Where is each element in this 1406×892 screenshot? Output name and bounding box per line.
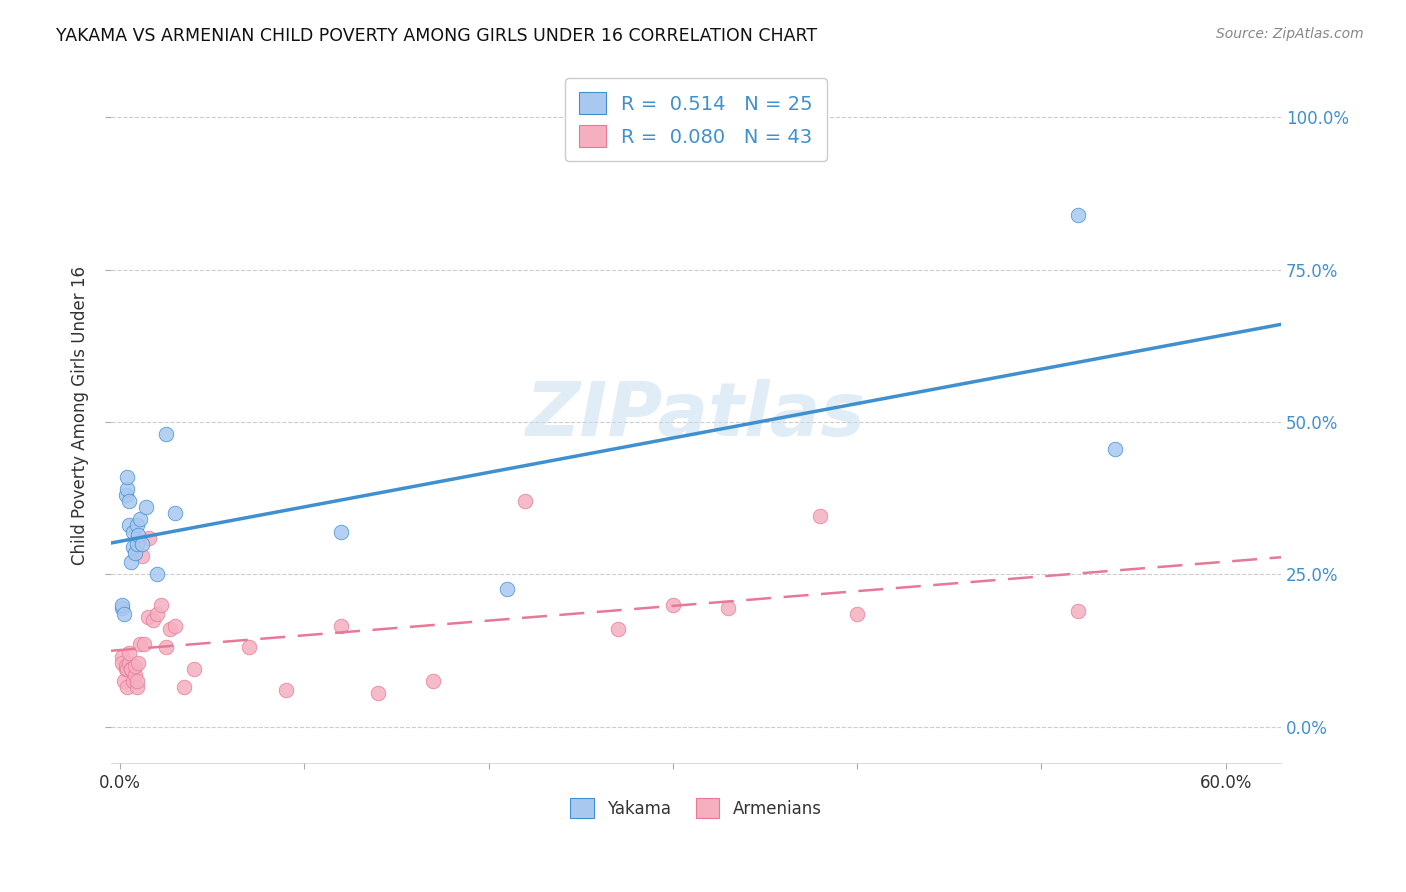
- Y-axis label: Child Poverty Among Girls Under 16: Child Poverty Among Girls Under 16: [72, 267, 89, 566]
- Point: [183, 662, 205, 676]
- Point: [111, 656, 134, 670]
- Point: [127, 656, 149, 670]
- Point: [846, 607, 869, 621]
- Point: [120, 555, 142, 569]
- Point: [330, 619, 353, 633]
- Point: [117, 662, 139, 676]
- Point: [114, 658, 136, 673]
- Point: [1104, 442, 1126, 457]
- Point: [117, 680, 139, 694]
- Point: [808, 509, 831, 524]
- Point: [367, 686, 389, 700]
- Point: [135, 500, 157, 515]
- Point: [122, 673, 145, 688]
- Point: [132, 637, 155, 651]
- Text: YAKAMA VS ARMENIAN CHILD POVERTY AMONG GIRLS UNDER 16 CORRELATION CHART: YAKAMA VS ARMENIAN CHILD POVERTY AMONG G…: [56, 27, 817, 45]
- Point: [122, 540, 145, 554]
- Point: [111, 649, 134, 664]
- Point: [159, 622, 181, 636]
- Point: [330, 524, 353, 539]
- Point: [112, 673, 135, 688]
- Point: [136, 610, 159, 624]
- Point: [146, 607, 169, 621]
- Point: [117, 469, 139, 483]
- Point: [165, 506, 187, 520]
- Point: [118, 518, 141, 533]
- Point: [124, 546, 146, 560]
- Point: [155, 427, 177, 442]
- Point: [173, 680, 195, 694]
- Point: [131, 537, 153, 551]
- Point: [118, 656, 141, 670]
- Point: [120, 662, 142, 676]
- Point: [606, 622, 628, 636]
- Point: [165, 619, 187, 633]
- Text: ZIPatlas: ZIPatlas: [526, 379, 866, 452]
- Point: [129, 512, 152, 526]
- Point: [118, 494, 141, 508]
- Point: [274, 683, 297, 698]
- Point: [111, 600, 134, 615]
- Point: [1067, 208, 1090, 222]
- Point: [496, 582, 519, 597]
- Point: [131, 549, 153, 563]
- Point: [112, 607, 135, 621]
- Point: [127, 533, 149, 548]
- Point: [125, 673, 148, 688]
- Point: [142, 613, 165, 627]
- Point: [124, 667, 146, 681]
- Point: [122, 524, 145, 539]
- Text: Source: ZipAtlas.com: Source: ZipAtlas.com: [1216, 27, 1364, 41]
- Point: [117, 482, 139, 496]
- Point: [114, 662, 136, 676]
- Point: [120, 662, 142, 676]
- Point: [1067, 604, 1090, 618]
- Point: [125, 518, 148, 533]
- Point: [717, 600, 740, 615]
- Point: [146, 567, 169, 582]
- Point: [238, 640, 260, 655]
- Point: [125, 680, 148, 694]
- Point: [422, 673, 444, 688]
- Point: [125, 537, 148, 551]
- Point: [149, 598, 172, 612]
- Point: [129, 637, 152, 651]
- Point: [111, 598, 134, 612]
- Legend: Yakama, Armenians: Yakama, Armenians: [564, 792, 828, 824]
- Point: [118, 647, 141, 661]
- Point: [114, 488, 136, 502]
- Point: [662, 598, 685, 612]
- Point: [515, 494, 537, 508]
- Point: [124, 658, 146, 673]
- Point: [138, 531, 160, 545]
- Point: [127, 527, 149, 541]
- Point: [155, 640, 177, 655]
